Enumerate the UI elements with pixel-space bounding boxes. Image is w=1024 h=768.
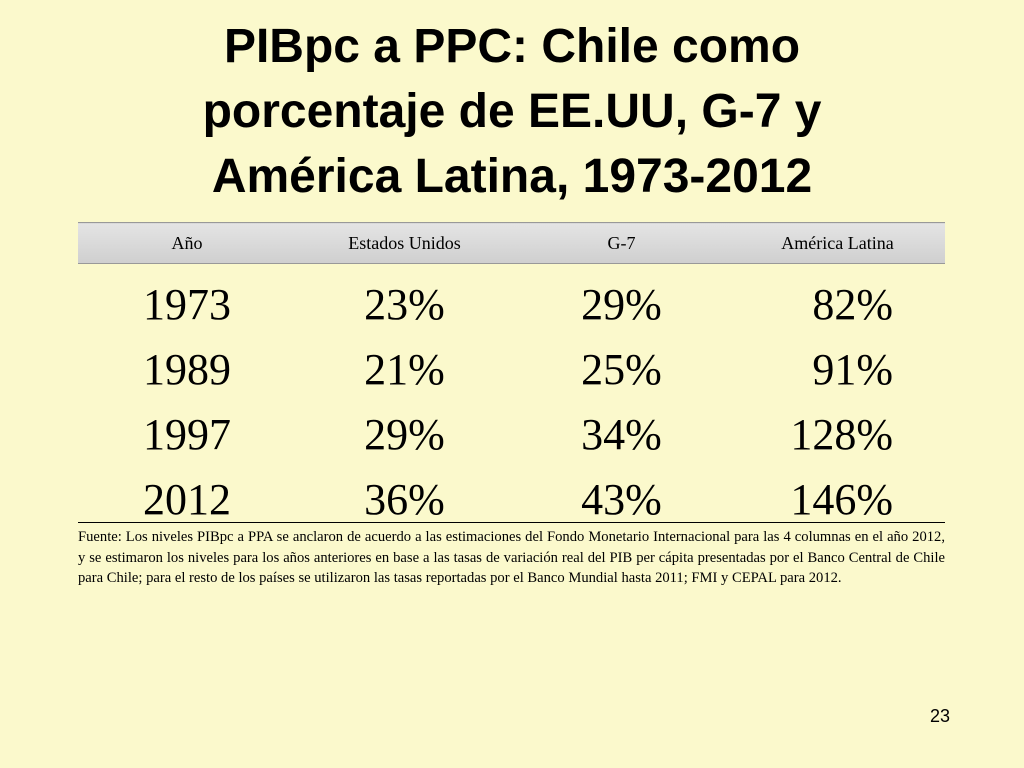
header-cell: Año [78,222,296,264]
header-row: Año Estados Unidos G-7 América Latina [78,222,945,264]
title-line: porcentaje de EE.UU, G-7 y [202,85,822,138]
table-row: 2012 36% 43% 146% [78,467,945,532]
table-cell: 2012 [143,475,231,524]
table-row: 1973 23% 29% 82% [78,264,945,338]
table-cell: 82% [812,280,893,329]
table-cell: 1997 [143,410,231,459]
table-cell: 25% [581,345,662,394]
data-table: Año Estados Unidos G-7 América Latina 1973 2… [78,222,945,532]
footnote-rule [78,522,945,523]
table-row: 1997 29% 34% 128% [78,402,945,467]
table-cell: 1973 [143,280,231,329]
table-cell: 34% [581,410,662,459]
table-cell: 146% [790,475,893,524]
header-cell: G-7 [513,222,730,264]
table-cell: 91% [812,345,893,394]
table-cell: 23% [364,280,445,329]
header-cell: América Latina [730,222,945,264]
slide-title: PIBpc a PPC: Chile como porcentaje de EE.… [0,14,1024,209]
title-line: PIBpc a PPC: Chile como [223,20,801,73]
table-cell: 21% [364,345,445,394]
table-cell: 128% [790,410,893,459]
table-cell: 43% [581,475,662,524]
title-line: América Latina, 1973-2012 [211,150,813,203]
table-cell: 1989 [143,345,231,394]
table-cell: 29% [581,280,662,329]
table-cell: 29% [364,410,445,459]
page-number: 23 [930,706,951,726]
table-cell: 36% [364,475,445,524]
table-row: 1989 21% 25% 91% [78,337,945,402]
footnote: Fuente: Los niveles PIBpc a PPA se ancla… [78,529,945,586]
header-cell: Estados Unidos [296,222,513,264]
